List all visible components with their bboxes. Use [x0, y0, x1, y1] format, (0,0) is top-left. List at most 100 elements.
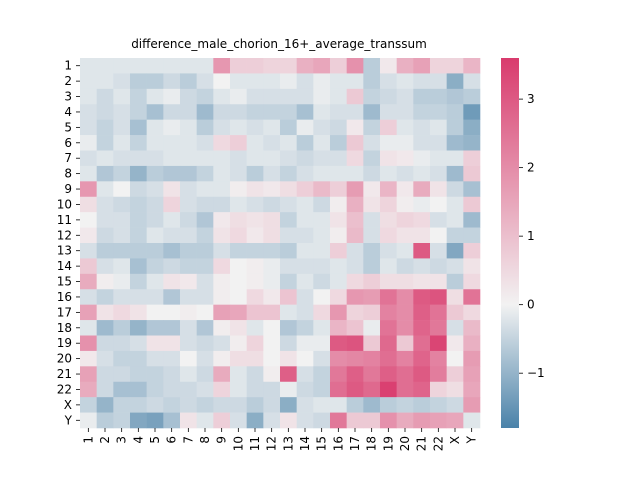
heatmap-cell — [446, 104, 464, 120]
y-tick-label: 12 — [57, 228, 72, 242]
heatmap-cell — [130, 165, 147, 182]
heatmap-cell — [246, 212, 264, 228]
heatmap-cell — [313, 73, 331, 90]
heatmap-cell — [163, 366, 181, 383]
heatmap-cell — [180, 258, 197, 275]
heatmap-cell — [230, 289, 247, 305]
x-tick-label: 10 — [231, 436, 245, 451]
heatmap-cell — [263, 243, 281, 259]
heatmap-cell — [346, 212, 364, 228]
heatmap-cell — [346, 135, 364, 151]
heatmap-cell — [213, 135, 231, 151]
heatmap-cell — [80, 381, 97, 398]
heatmap-cell — [363, 73, 381, 90]
heatmap-cell — [230, 350, 247, 367]
heatmap-cell — [413, 104, 431, 120]
heatmap-cell — [380, 350, 397, 367]
heatmap-cell — [313, 135, 331, 151]
heatmap-cell — [163, 381, 181, 398]
heatmap-cell — [380, 243, 397, 259]
heatmap-cell — [146, 289, 164, 305]
heatmap-cell — [96, 258, 114, 275]
heatmap-cell — [463, 165, 481, 182]
heatmap-cell — [446, 88, 464, 105]
heatmap-cell — [396, 88, 414, 105]
heatmap-cell — [446, 366, 464, 383]
heatmap-cell — [463, 119, 481, 136]
heatmap-cell — [330, 181, 347, 198]
heatmap-cell — [246, 243, 264, 259]
heatmap-cell — [280, 135, 297, 151]
x-tick-label: 9 — [215, 436, 229, 444]
heatmap-cell — [180, 320, 197, 336]
heatmap-cell — [363, 88, 381, 105]
heatmap-cell — [163, 181, 181, 198]
heatmap-cell — [413, 304, 431, 321]
heatmap-cell — [246, 381, 264, 398]
heatmap-cell — [463, 104, 481, 120]
x-tick-label: 4 — [131, 436, 145, 444]
heatmap-cell — [113, 150, 131, 167]
heatmap-cell — [280, 73, 297, 90]
heatmap-cell — [363, 366, 381, 383]
heatmap-cell — [363, 289, 381, 305]
heatmap-cell — [163, 165, 181, 182]
heatmap-cell — [163, 150, 181, 167]
heatmap-cell — [230, 304, 247, 321]
heatmap-cell — [413, 58, 431, 74]
heatmap-cell — [313, 150, 331, 167]
heatmap-cell — [196, 335, 214, 352]
heatmap-cell — [96, 304, 114, 321]
heatmap-cell — [313, 58, 331, 74]
heatmap-cell — [246, 58, 264, 74]
y-tick-label: 10 — [57, 197, 72, 211]
heatmap-cell — [80, 212, 97, 228]
heatmap-cell — [330, 119, 347, 136]
heatmap-cell — [246, 150, 264, 167]
heatmap-cell — [196, 412, 214, 429]
x-tick-label: 17 — [348, 436, 362, 451]
heatmap-cell — [463, 381, 481, 398]
heatmap-cell — [463, 289, 481, 305]
heatmap-cell — [146, 227, 164, 244]
heatmap-cell — [80, 119, 97, 136]
heatmap-cell — [163, 196, 181, 213]
heatmap-cell — [113, 196, 131, 213]
heatmap-cell — [363, 350, 381, 367]
heatmap-cell — [396, 119, 414, 136]
heatmap-cell — [380, 397, 397, 413]
heatmap-cell — [146, 212, 164, 228]
heatmap-cell — [363, 397, 381, 413]
heatmap-cell — [80, 104, 97, 120]
heatmap-cell — [313, 335, 331, 352]
heatmap-cell — [130, 304, 147, 321]
heatmap-cell — [346, 150, 364, 167]
heatmap-cell — [213, 304, 231, 321]
heatmap-cell — [463, 181, 481, 198]
heatmap-cell — [413, 227, 431, 244]
x-tick-label: 5 — [148, 436, 162, 444]
heatmap-cell — [446, 227, 464, 244]
heatmap-cell — [296, 181, 314, 198]
heatmap-cell — [180, 304, 197, 321]
heatmap-cell — [213, 381, 231, 398]
heatmap-cell — [363, 119, 381, 136]
heatmap-cell — [230, 104, 247, 120]
heatmap-cell — [413, 135, 431, 151]
heatmap-cell — [196, 304, 214, 321]
heatmap-cell — [146, 104, 164, 120]
heatmap-cell — [280, 150, 297, 167]
heatmap-cell — [96, 381, 114, 398]
heatmap-cell — [96, 243, 114, 259]
heatmap-cell — [230, 88, 247, 105]
heatmap-cell — [130, 150, 147, 167]
heatmap-cell — [130, 243, 147, 259]
heatmap-cell — [263, 165, 281, 182]
heatmap-cell — [346, 273, 364, 290]
heatmap-cell — [230, 335, 247, 352]
heatmap-cell — [96, 412, 114, 429]
x-tick-label: 8 — [198, 436, 212, 444]
heatmap-cell — [246, 88, 264, 105]
heatmap-cell — [346, 181, 364, 198]
